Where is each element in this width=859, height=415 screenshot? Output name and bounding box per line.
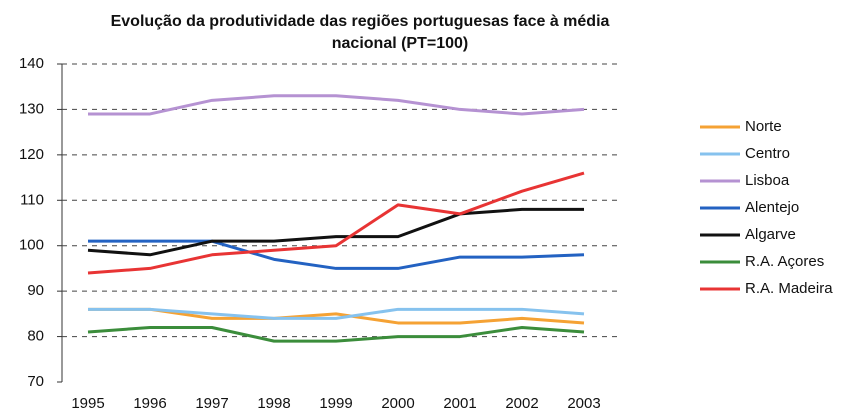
y-tick-label: 120 xyxy=(19,146,44,163)
legend-label: R.A. Madeira xyxy=(745,280,833,297)
x-tick-label: 2003 xyxy=(567,395,600,412)
chart-title: nacional (PT=100) xyxy=(332,35,469,52)
legend-label: Alentejo xyxy=(745,199,799,216)
series-line xyxy=(87,171,585,275)
x-tick-label: 2001 xyxy=(443,395,476,412)
legend-label: Norte xyxy=(745,118,782,135)
series-line xyxy=(88,307,585,320)
series-line xyxy=(87,325,585,343)
x-tick-label: 2002 xyxy=(505,395,538,412)
y-tick-label: 110 xyxy=(20,191,44,208)
x-tick-label: 1999 xyxy=(319,395,352,412)
legend-label: Centro xyxy=(745,145,790,162)
x-tick-label: 1998 xyxy=(257,395,290,412)
series-line xyxy=(88,307,585,325)
y-tick-label: 70 xyxy=(27,373,44,390)
x-tick-label: 1996 xyxy=(133,395,166,412)
legend-label: Algarve xyxy=(745,226,796,243)
y-tick-label: 90 xyxy=(27,282,44,299)
x-tick-label: 1997 xyxy=(195,395,228,412)
series-line xyxy=(88,94,585,116)
series-line xyxy=(87,207,584,257)
series-line xyxy=(88,239,585,270)
legend-label: Lisboa xyxy=(745,172,790,189)
x-tick-label: 1995 xyxy=(71,395,104,412)
y-tick-label: 140 xyxy=(19,55,44,72)
x-tick-label: 2000 xyxy=(381,395,414,412)
legend-label: R.A. Açores xyxy=(745,253,824,270)
chart-title: Evolução da produtividade das regiões po… xyxy=(111,13,610,30)
y-tick-label: 80 xyxy=(27,328,44,345)
y-tick-label: 130 xyxy=(19,100,44,117)
y-tick-label: 100 xyxy=(19,237,44,254)
